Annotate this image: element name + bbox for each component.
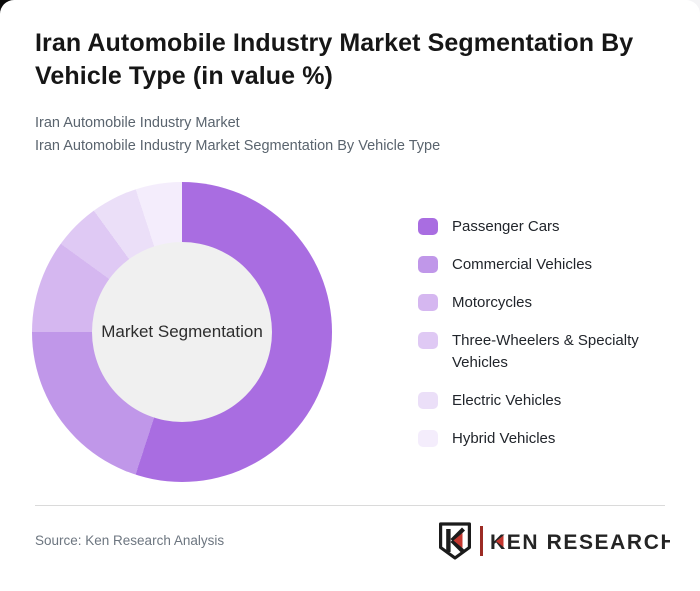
legend-item-passenger-cars[interactable]: Passenger Cars	[418, 216, 670, 238]
legend-item-electric-vehicles[interactable]: Electric Vehicles	[418, 390, 670, 412]
legend-item-commercial-vehicles[interactable]: Commercial Vehicles	[418, 254, 670, 276]
legend-label: Electric Vehicles	[452, 392, 562, 409]
legend-swatch	[418, 256, 438, 273]
legend-swatch	[418, 294, 438, 311]
legend-swatch	[418, 218, 438, 235]
donut-chart[interactable]: Market Segmentation	[32, 182, 332, 482]
footer-divider	[35, 505, 665, 506]
legend-label: Motorcycles	[452, 294, 533, 311]
legend-item-three-wheelers[interactable]: Three-Wheelers & Specialty Vehicles	[418, 330, 670, 374]
subtitle-line1: Iran Automobile Industry Market	[35, 115, 240, 131]
chart-subtitle: Iran Automobile Industry Market Iran Aut…	[35, 112, 675, 157]
chart-legend: Passenger Cars Commercial Vehicles Motor…	[418, 216, 670, 450]
svg-text:KEN RESEARCH: KEN RESEARCH	[490, 531, 670, 554]
legend-label: Hybrid Vehicles	[452, 430, 556, 447]
page-title-line1: Iran Automobile Industry Market Segmenta…	[35, 29, 634, 57]
donut-center-label: Market Segmentation	[101, 322, 263, 341]
legend-label: Passenger Cars	[452, 218, 560, 235]
subtitle-line2: Iran Automobile Industry Market Segmenta…	[35, 137, 441, 154]
legend-item-motorcycles[interactable]: Motorcycles	[418, 292, 670, 314]
legend-swatch	[418, 332, 438, 349]
ken-research-shield-icon	[439, 522, 471, 560]
donut-hole: Market Segmentation	[92, 242, 272, 422]
ken-research-wordmark: KEN RESEARCH	[490, 531, 670, 554]
legend-item-hybrid-vehicles[interactable]: Hybrid Vehicles	[418, 428, 670, 450]
source-text: Source: Ken Research Analysis	[35, 533, 225, 548]
page-title-line2: Vehicle Type (in value %)	[35, 62, 333, 90]
logo-divider-bar	[480, 526, 483, 556]
legend-label: Three-Wheelers & Specialty Vehicles	[452, 332, 639, 371]
page-title: Iran Automobile Industry Market Segmenta…	[35, 27, 675, 93]
ken-research-logo: KEN RESEARCH	[437, 522, 670, 560]
legend-label: Commercial Vehicles	[452, 256, 593, 273]
legend-swatch	[418, 430, 438, 447]
legend-swatch	[418, 392, 438, 409]
